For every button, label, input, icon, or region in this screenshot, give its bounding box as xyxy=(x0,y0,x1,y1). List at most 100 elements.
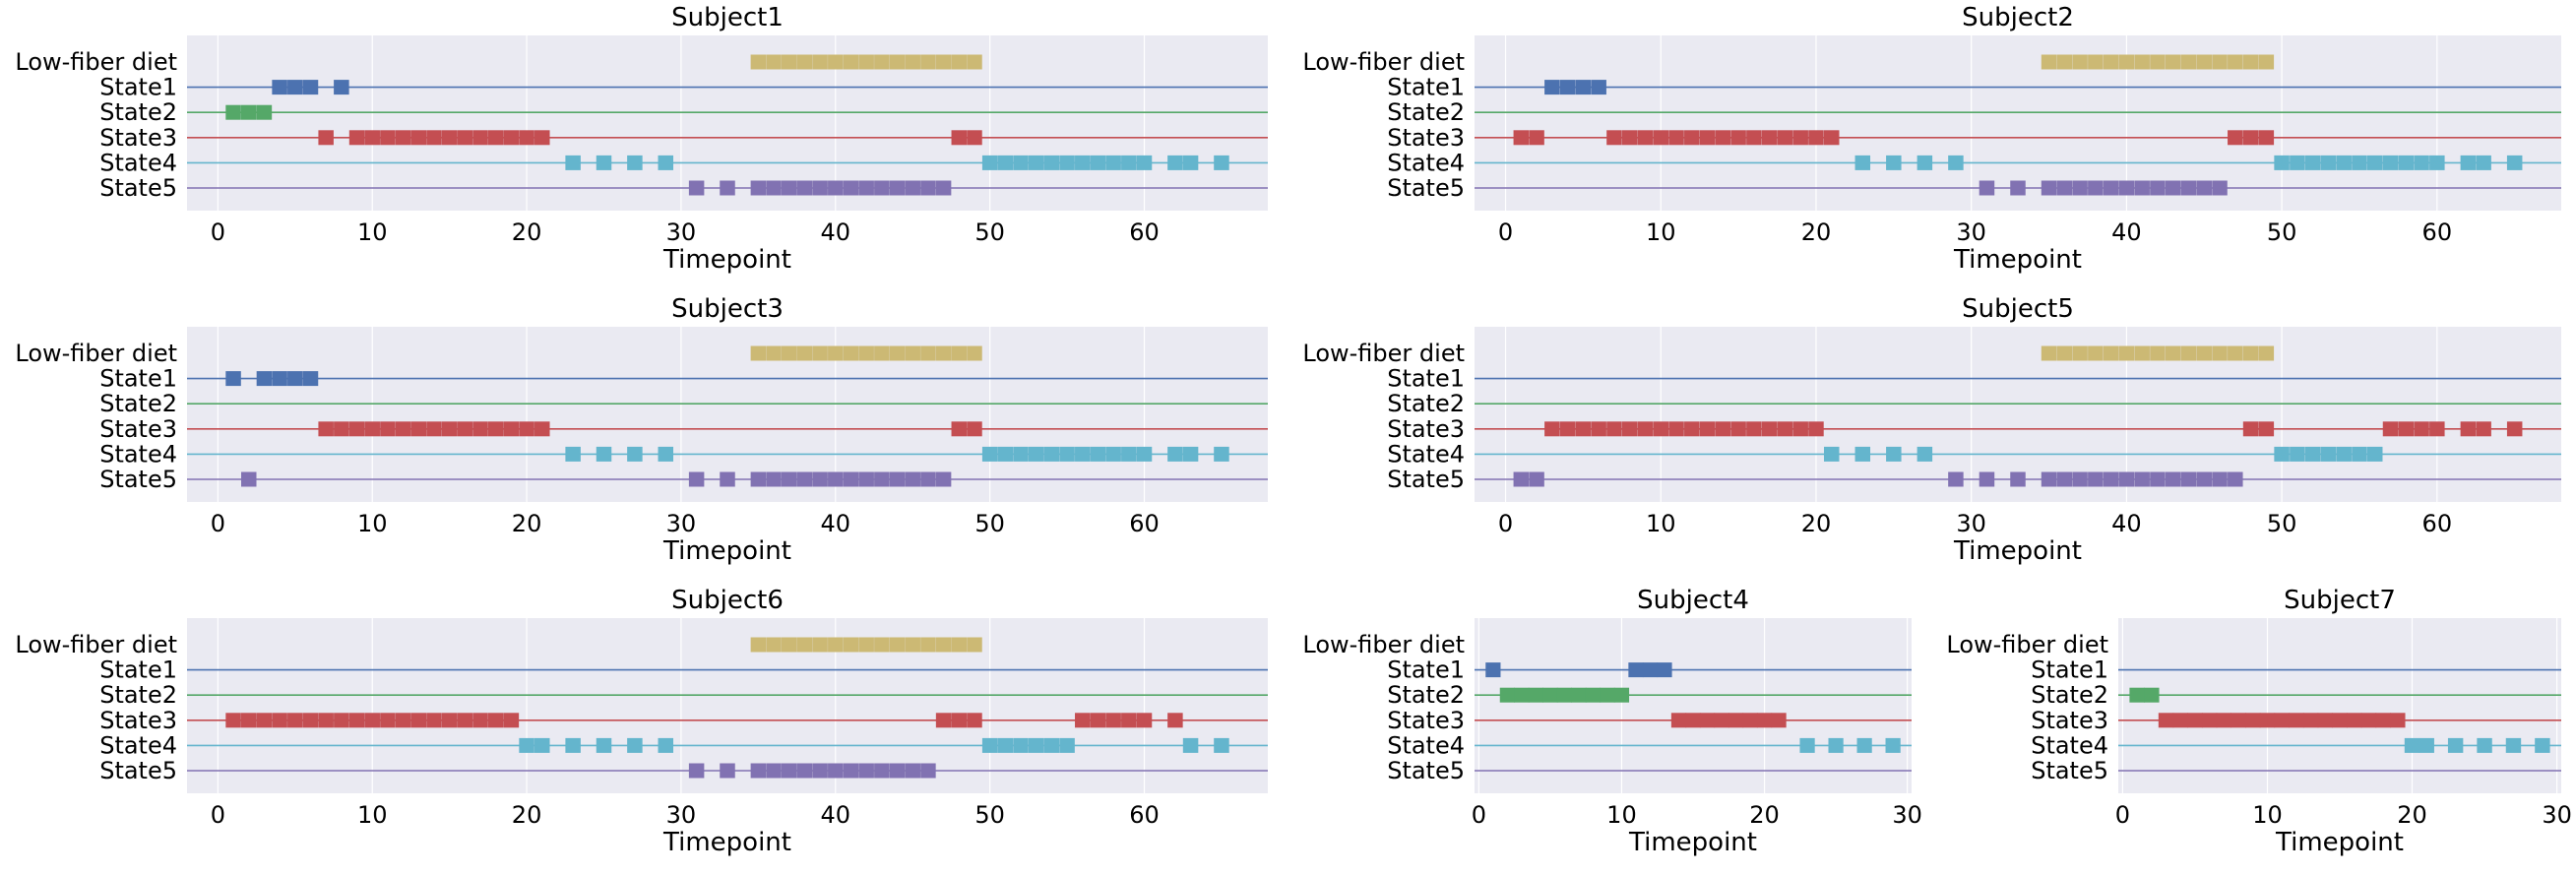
event-marker-state5 xyxy=(1979,471,1995,487)
event-marker-state5 xyxy=(2180,180,2197,196)
event-marker-state4 xyxy=(2274,446,2290,462)
y-tick-label: Low-fiber diet xyxy=(15,631,177,658)
event-marker-state4 xyxy=(981,155,998,170)
event-marker-state4 xyxy=(1059,155,1075,170)
y-tick-label: State2 xyxy=(1387,98,1465,126)
event-marker-state2 xyxy=(2144,687,2160,703)
event-marker-state5 xyxy=(750,763,767,779)
event-marker-state2 xyxy=(1514,687,1530,703)
event-marker-state4 xyxy=(2336,446,2352,462)
event-marker-low-fiber-diet xyxy=(812,345,828,361)
event-marker-state5 xyxy=(935,471,952,487)
y-tick-label: State5 xyxy=(2031,757,2108,784)
x-tick-label: 20 xyxy=(512,219,542,246)
event-marker-state3 xyxy=(1684,130,1700,146)
event-marker-state4 xyxy=(2336,155,2352,170)
event-marker-state4 xyxy=(1182,446,1199,462)
event-marker-state3 xyxy=(426,421,442,437)
x-tick-label: 50 xyxy=(2267,510,2297,537)
panel-subject4: Low-fiber dietState1State2State3State4St… xyxy=(1302,586,1922,857)
event-marker-state3 xyxy=(1777,421,1793,437)
event-marker-state3 xyxy=(487,421,504,437)
event-marker-state5 xyxy=(2134,471,2150,487)
event-marker-state4 xyxy=(2290,155,2305,170)
panel-title: Subject3 xyxy=(671,294,784,324)
event-marker-state3 xyxy=(1621,421,1638,437)
y-tick-label: State3 xyxy=(1387,415,1465,443)
y-tick-label: State3 xyxy=(99,415,177,443)
event-marker-state5 xyxy=(766,471,782,487)
x-tick-label: 60 xyxy=(1129,801,1160,829)
event-marker-state5 xyxy=(2150,471,2166,487)
x-tick-label: 10 xyxy=(357,801,388,829)
event-marker-state3 xyxy=(2347,713,2362,728)
panel-subject5: Low-fiber dietState1State2State3State4St… xyxy=(1302,294,2561,566)
event-marker-state2 xyxy=(240,104,257,120)
event-marker-low-fiber-diet xyxy=(828,54,844,70)
event-marker-low-fiber-diet xyxy=(796,637,813,653)
event-marker-state1 xyxy=(1559,80,1576,95)
event-marker-low-fiber-diet xyxy=(781,345,797,361)
event-marker-state3 xyxy=(395,713,411,728)
event-marker-state3 xyxy=(410,713,427,728)
event-marker-low-fiber-diet xyxy=(2118,54,2135,70)
event-marker-state4 xyxy=(2429,155,2445,170)
y-tick-label: State5 xyxy=(99,466,177,493)
event-marker-state4 xyxy=(627,737,643,753)
event-marker-state4 xyxy=(627,446,643,462)
event-marker-state5 xyxy=(688,180,705,196)
event-marker-low-fiber-diet xyxy=(2212,54,2228,70)
y-tick-label: Low-fiber diet xyxy=(1946,631,2108,658)
event-marker-state3 xyxy=(364,713,380,728)
event-marker-state4 xyxy=(981,737,998,753)
event-marker-state3 xyxy=(426,713,442,728)
event-marker-low-fiber-diet xyxy=(750,637,767,653)
event-marker-state3 xyxy=(2242,130,2259,146)
event-marker-state4 xyxy=(1828,737,1844,753)
event-marker-state5 xyxy=(905,471,920,487)
x-axis-label: Timepoint xyxy=(662,828,791,857)
event-marker-state5 xyxy=(812,471,828,487)
event-marker-state4 xyxy=(565,737,581,753)
event-marker-state5 xyxy=(2010,471,2026,487)
event-marker-state3 xyxy=(1637,130,1654,146)
event-marker-state4 xyxy=(2366,446,2383,462)
event-marker-state4 xyxy=(1059,737,1075,753)
event-marker-state4 xyxy=(1823,446,1840,462)
y-tick-label: State3 xyxy=(1387,707,1465,734)
event-marker-state3 xyxy=(2230,713,2246,728)
event-marker-state5 xyxy=(2134,180,2150,196)
event-marker-state4 xyxy=(2477,737,2492,753)
event-marker-low-fiber-diet xyxy=(905,637,920,653)
x-tick-label: 30 xyxy=(1956,510,1986,537)
event-marker-state2 xyxy=(256,104,273,120)
event-marker-low-fiber-diet xyxy=(858,637,874,653)
event-marker-state5 xyxy=(2212,180,2228,196)
event-marker-state3 xyxy=(364,130,380,146)
event-marker-state2 xyxy=(1613,687,1630,703)
x-tick-label: 40 xyxy=(821,510,851,537)
event-marker-low-fiber-diet xyxy=(967,345,982,361)
event-marker-state5 xyxy=(2196,180,2213,196)
event-marker-state3 xyxy=(1653,421,1669,437)
y-tick-label: State1 xyxy=(99,656,177,684)
event-marker-state3 xyxy=(1653,130,1669,146)
event-marker-state3 xyxy=(1606,421,1622,437)
event-marker-low-fiber-diet xyxy=(2165,54,2181,70)
event-marker-state3 xyxy=(951,130,968,146)
x-tick-label: 20 xyxy=(1749,801,1780,829)
event-marker-state4 xyxy=(1013,155,1029,170)
event-marker-state4 xyxy=(1013,737,1029,753)
event-marker-state4 xyxy=(519,737,534,753)
event-marker-state3 xyxy=(1559,421,1576,437)
event-marker-state4 xyxy=(2505,737,2522,753)
event-marker-state3 xyxy=(1606,130,1622,146)
event-marker-state3 xyxy=(2172,713,2188,728)
event-marker-state5 xyxy=(2212,471,2228,487)
event-marker-state3 xyxy=(441,713,458,728)
event-marker-low-fiber-diet xyxy=(920,637,936,653)
event-marker-state3 xyxy=(487,130,504,146)
event-marker-state5 xyxy=(750,471,767,487)
event-marker-state3 xyxy=(2460,421,2477,437)
